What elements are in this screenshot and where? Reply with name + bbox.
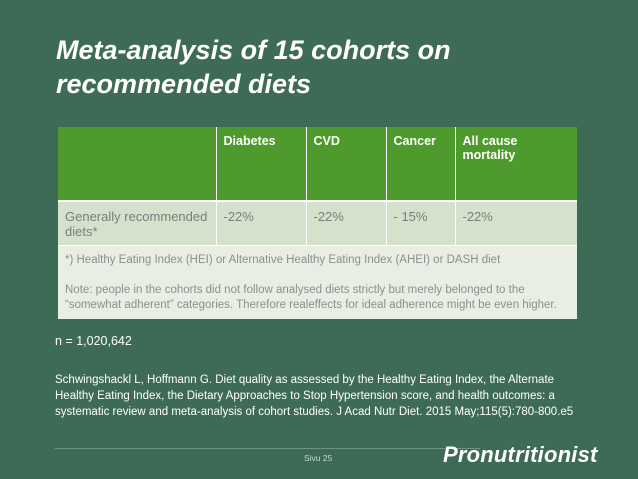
cell-cancer: - 15% — [386, 201, 456, 246]
cell-diabetes: -22% — [216, 201, 307, 246]
cell-cvd: -22% — [306, 201, 387, 246]
header-cell-cvd: CVD — [306, 127, 387, 202]
table-header-row: Diabetes CVD Cancer All cause mortality — [58, 127, 577, 202]
table-row: Generally recommended diets* -22% -22% -… — [58, 201, 577, 246]
table-notes-row: *) Healthy Eating Index (HEI) or Alterna… — [58, 245, 577, 319]
footnote-text: *) Healthy Eating Index (HEI) or Alterna… — [65, 254, 501, 266]
citation-text: Schwingshackl L, Hoffmann G. Diet qualit… — [55, 374, 574, 418]
footer-divider — [55, 448, 480, 449]
header-cell-diabetes: Diabetes — [216, 127, 307, 202]
sample-size: n = 1,020,642 — [55, 334, 132, 348]
slide-title: Meta-analysis of 15 cohorts on recommend… — [56, 35, 451, 99]
brand-logo: Pronutritionist — [443, 442, 598, 467]
row-label: Generally recommended diets* — [58, 201, 217, 246]
note-text: Note: people in the cohorts did not foll… — [65, 284, 557, 311]
header-cell-all-cause-mortality: All cause mortality — [455, 127, 577, 202]
results-table: Diabetes CVD Cancer All cause mortality … — [58, 127, 577, 319]
header-cell-cancer: Cancer — [386, 127, 456, 202]
page-number: Sivu 25 — [304, 453, 333, 463]
header-cell-empty — [58, 127, 217, 202]
cell-all-cause-mortality: -22% — [455, 201, 577, 246]
notes-cell: *) Healthy Eating Index (HEI) or Alterna… — [58, 245, 577, 319]
